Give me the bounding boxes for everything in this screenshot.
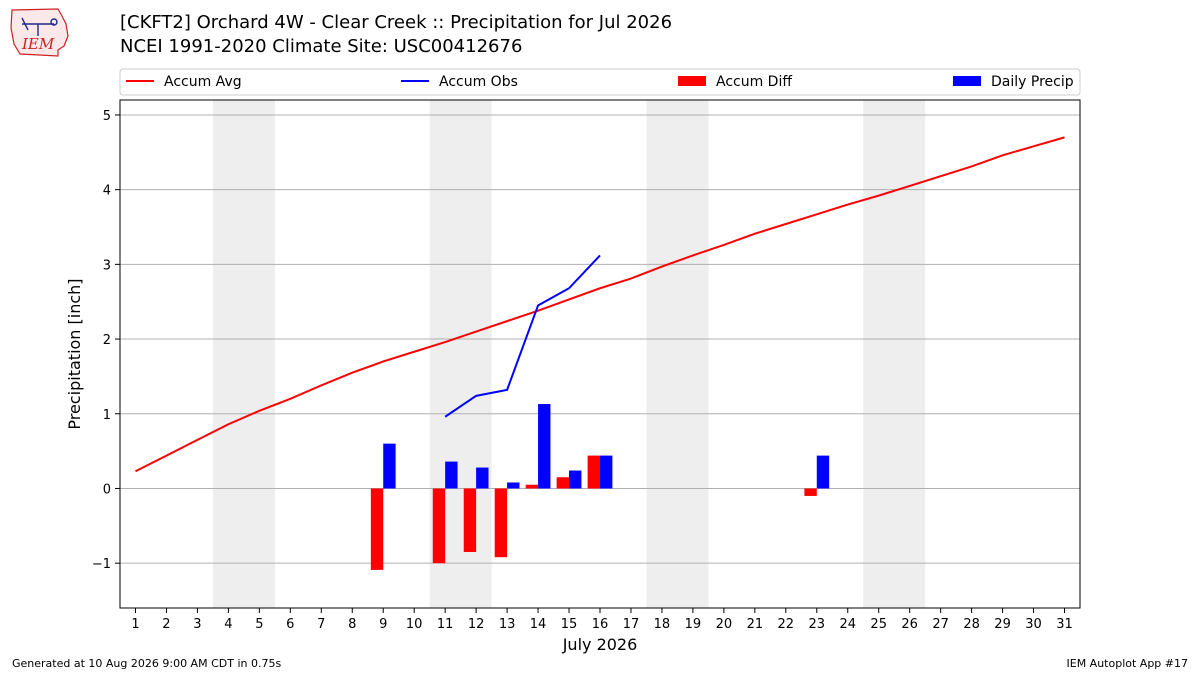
x-tick-label: 16 xyxy=(592,617,609,632)
y-tick-label: −1 xyxy=(92,557,111,572)
accum-avg-line xyxy=(135,136,1065,473)
y-tick-label: 0 xyxy=(103,482,111,497)
chart-title: [CKFT2] Orchard 4W - Clear Creek :: Prec… xyxy=(120,12,673,33)
accum-obs-line xyxy=(444,254,601,418)
x-tick-label: 17 xyxy=(623,617,640,632)
x-tick-label: 29 xyxy=(994,617,1011,632)
y-axis-label: Precipitation [inch] xyxy=(65,278,84,429)
weekend-band xyxy=(646,100,709,608)
daily-precip-bar xyxy=(600,455,613,489)
x-tick-label: 22 xyxy=(778,617,795,632)
generated-note: Generated at 10 Aug 2026 9:00 AM CDT in … xyxy=(12,657,282,670)
y-tick-label: 1 xyxy=(103,408,111,423)
x-tick-label: 21 xyxy=(747,617,764,632)
x-tick-label: 8 xyxy=(348,617,356,632)
accum-diff-bar xyxy=(370,488,384,570)
x-axis-label: July 2026 xyxy=(562,635,638,654)
x-tick-label: 30 xyxy=(1025,617,1042,632)
x-tick-label: 26 xyxy=(901,617,918,632)
accum-diff-bar xyxy=(432,488,446,564)
x-tick-label: 2 xyxy=(162,617,170,632)
accum-diff-bar xyxy=(556,477,570,489)
x-tick-label: 24 xyxy=(839,617,856,632)
daily-precip-bar xyxy=(538,404,551,489)
app-label: IEM Autoplot App #17 xyxy=(1066,657,1189,670)
daily-precip-bar xyxy=(383,443,396,489)
x-tick-label: 11 xyxy=(437,617,454,632)
chart-subtitle: NCEI 1991-2020 Climate Site: USC00412676 xyxy=(120,36,523,57)
x-tick-label: 3 xyxy=(193,617,201,632)
daily-precip-bar xyxy=(476,467,489,489)
x-tick-label: 31 xyxy=(1056,617,1073,632)
x-tick-label: 10 xyxy=(406,617,423,632)
accum-diff-bar xyxy=(525,484,539,489)
daily-precip-bar xyxy=(507,482,520,489)
svg-text:IEM: IEM xyxy=(21,35,55,53)
y-tick-label: 2 xyxy=(103,333,111,348)
weekend-band xyxy=(863,100,926,608)
x-tick-label: 25 xyxy=(870,617,887,632)
x-tick-label: 27 xyxy=(932,617,949,632)
daily-precip-bar xyxy=(816,455,830,489)
accum-diff-bar xyxy=(463,488,477,552)
legend-accum-avg-label: Accum Avg xyxy=(164,74,242,90)
weekend-band xyxy=(212,100,275,608)
x-tick-label: 12 xyxy=(468,617,485,632)
legend-daily-precip-swatch xyxy=(953,76,981,86)
x-tick-label: 20 xyxy=(716,617,733,632)
x-tick-label: 23 xyxy=(809,617,826,632)
x-tick-label: 1 xyxy=(131,617,139,632)
accum-diff-bar xyxy=(587,455,600,489)
x-tick-label: 5 xyxy=(255,617,263,632)
daily-precip-bar xyxy=(569,470,582,489)
y-tick-label: 5 xyxy=(103,109,111,124)
legend: Accum Avg Accum Obs Accum Diff Daily Precip xyxy=(119,68,1081,96)
x-tick-label: 15 xyxy=(561,617,578,632)
x-tick-label: 18 xyxy=(654,617,671,632)
accum-diff-bar xyxy=(804,488,817,496)
x-tick-label: 4 xyxy=(224,617,232,632)
legend-accum-diff-label: Accum Diff xyxy=(716,74,792,90)
x-tick-label: 6 xyxy=(286,617,294,632)
x-tick-label: 28 xyxy=(963,617,980,632)
x-tick-label: 13 xyxy=(499,617,516,632)
y-tick-label: 4 xyxy=(103,184,111,199)
accum-diff-bar xyxy=(494,488,508,558)
daily-precip-bar xyxy=(445,461,458,489)
x-tick-label: 9 xyxy=(379,617,387,632)
legend-accum-diff-swatch xyxy=(678,76,706,86)
legend-box xyxy=(119,68,1081,96)
x-tick-label: 7 xyxy=(317,617,325,632)
legend-daily-precip-label: Daily Precip xyxy=(991,74,1074,90)
y-tick-label: 3 xyxy=(103,258,111,273)
x-tick-label: 19 xyxy=(685,617,702,632)
iem-logo: IEM xyxy=(10,8,69,57)
legend-accum-obs-label: Accum Obs xyxy=(439,74,518,90)
x-tick-label: 14 xyxy=(530,617,547,632)
